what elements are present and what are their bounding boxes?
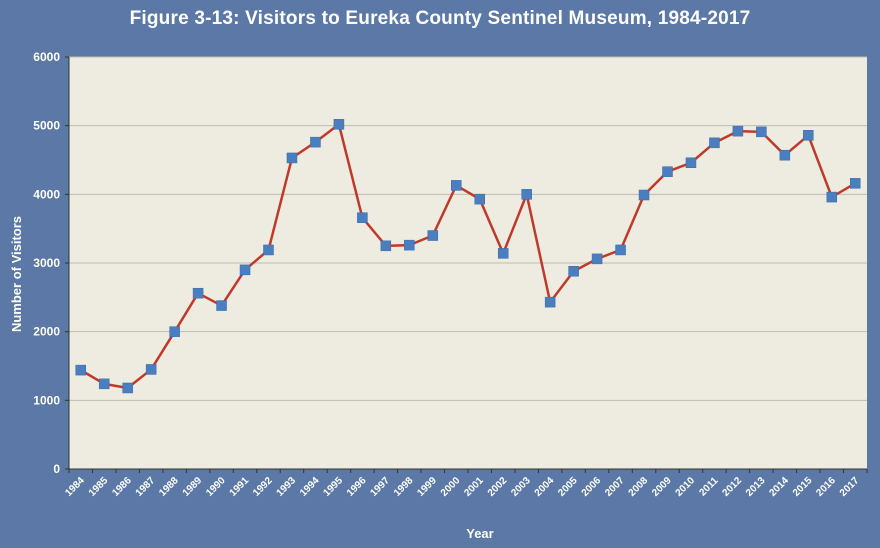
x-tick-label: 2013 [744, 475, 768, 499]
data-point-1994 [310, 136, 321, 148]
data-point-2011 [709, 137, 720, 149]
y-tick-label: 4000 [33, 187, 60, 201]
data-point-2000 [451, 180, 462, 191]
data-point-2012 [732, 125, 744, 137]
x-tick-label: 2004 [533, 475, 557, 499]
x-tick-label: 1993 [275, 475, 299, 499]
x-tick-label: 2016 [814, 475, 838, 499]
series-line [80, 123, 856, 390]
data-point-1984 [75, 364, 86, 376]
data-point-1997 [380, 240, 392, 252]
data-point-2005 [568, 265, 579, 277]
data-point-2003 [521, 189, 532, 200]
data-point-1986 [122, 382, 133, 394]
x-tick-label: 2007 [603, 475, 627, 499]
x-tick-label: 1998 [392, 475, 416, 499]
x-tick-label: 2006 [580, 475, 604, 499]
gridlines [69, 56, 867, 401]
x-tick-labels: 1984 1985 1986 1987 1988 1989 1990 1991 1992 1993… [63, 469, 868, 499]
x-tick-label: 1997 [368, 475, 392, 499]
data-point-1989 [192, 287, 204, 299]
x-tick-label: 1995 [322, 475, 346, 499]
x-tick-label: 1996 [345, 475, 369, 499]
x-tick-label: 2014 [767, 475, 791, 499]
x-tick-label: 2015 [791, 475, 815, 499]
data-point-2007 [615, 244, 626, 256]
data-point-1991 [239, 264, 251, 276]
x-tick-label: 2010 [674, 475, 698, 499]
x-tick-label: 2005 [556, 475, 580, 499]
x-tick-label: 2001 [462, 475, 486, 499]
data-point-2015 [803, 130, 814, 141]
x-tick-label: 2008 [627, 475, 651, 499]
data-point-1995 [333, 119, 345, 130]
data-point-2006 [591, 253, 603, 265]
data-point-2016 [826, 191, 838, 203]
x-tick-label: 2012 [721, 475, 745, 499]
data-point-1985 [98, 378, 110, 390]
data-point-2004 [544, 296, 556, 308]
y-tick-label: 0 [53, 462, 60, 476]
data-point-1999 [427, 230, 439, 241]
x-tick-label: 2009 [650, 475, 674, 499]
chart-title: Figure 3-13: Visitors to Eureka County S… [129, 8, 751, 29]
x-axis-label: Year [466, 526, 493, 541]
y-tick-label: 5000 [33, 119, 60, 133]
x-tick-label: 2002 [486, 475, 510, 499]
x-tick-label: 1989 [181, 475, 205, 499]
data-point-2009 [662, 166, 673, 177]
y-tick-label: 2000 [33, 325, 60, 339]
x-tick-label: 1986 [110, 475, 134, 499]
x-tick-label: 1985 [87, 475, 111, 499]
x-tick-label: 2017 [838, 475, 862, 499]
data-point-2017 [850, 178, 861, 189]
y-tick-label: 3000 [33, 256, 60, 270]
data-point-1990 [216, 300, 227, 311]
data-point-2001 [474, 193, 485, 205]
x-tick-label: 1984 [63, 475, 87, 499]
y-tick-label: 1000 [33, 393, 60, 407]
x-tick-label: 2000 [439, 475, 463, 499]
x-tick-label: 1992 [251, 475, 275, 499]
x-tick-label: 2003 [509, 475, 533, 499]
x-tick-label: 1994 [298, 475, 322, 499]
x-tick-label: 1988 [157, 475, 181, 499]
series-line-group [80, 123, 856, 390]
x-tick-label: 1999 [415, 475, 439, 499]
data-point-1992 [263, 244, 274, 256]
data-point-1987 [145, 364, 157, 375]
data-point-2010 [685, 157, 697, 168]
x-tick-label: 1987 [134, 475, 158, 499]
data-point-1988 [169, 326, 180, 337]
x-tick-label: 2011 [697, 475, 720, 498]
data-point-2008 [638, 189, 650, 201]
x-tick-label: 1990 [204, 475, 228, 499]
y-axis-label: Number of Visitors [9, 216, 24, 332]
data-point-2013 [756, 126, 767, 138]
data-point-1998 [404, 239, 415, 251]
y-tick-labels: 0 1000 2000 3000 4000 5000 6000 [33, 50, 69, 476]
data-point-1996 [357, 212, 368, 223]
x-tick-label: 1991 [228, 475, 252, 499]
series-markers [75, 119, 861, 394]
y-tick-label: 6000 [33, 50, 60, 64]
data-point-2002 [497, 248, 509, 259]
data-point-2014 [779, 149, 791, 161]
data-point-1993 [286, 152, 298, 164]
